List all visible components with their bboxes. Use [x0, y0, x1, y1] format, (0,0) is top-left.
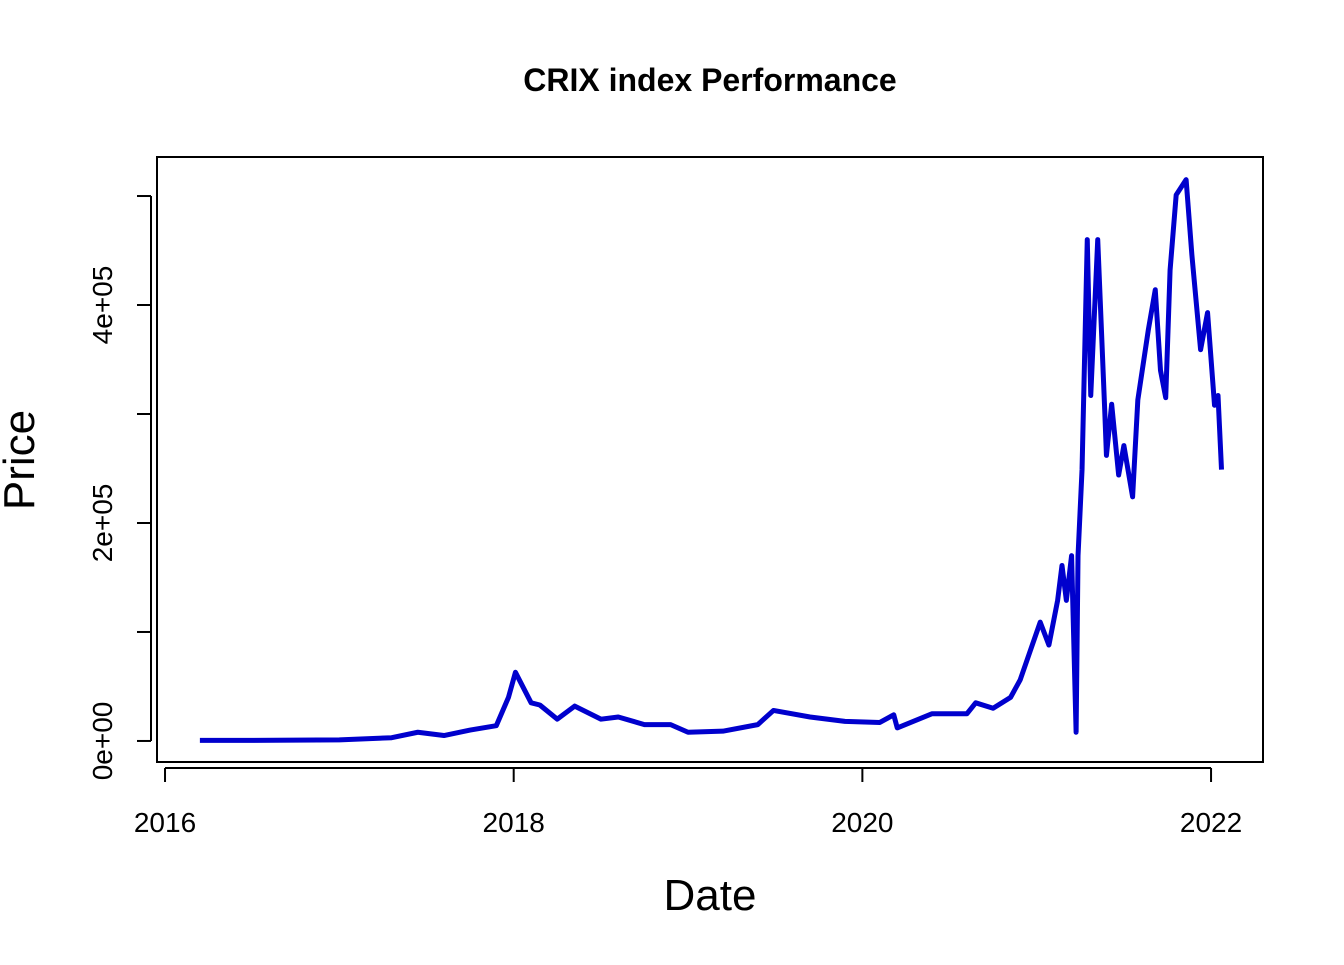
x-tick-label: 2022	[1180, 807, 1242, 838]
y-axis-label: Price	[0, 410, 44, 510]
x-axis-label: Date	[664, 871, 757, 920]
x-tick-label: 2018	[483, 807, 545, 838]
y-tick-label: 2e+05	[87, 484, 118, 563]
plot-box	[156, 156, 1264, 763]
x-tick-label: 2016	[134, 807, 196, 838]
data-line	[199, 177, 1225, 743]
x-tick-label: 2020	[831, 807, 893, 838]
chart-title: CRIX index Performance	[523, 62, 896, 98]
y-tick-label: 0e+00	[87, 702, 118, 781]
y-tick-label: 4e+05	[87, 266, 118, 345]
